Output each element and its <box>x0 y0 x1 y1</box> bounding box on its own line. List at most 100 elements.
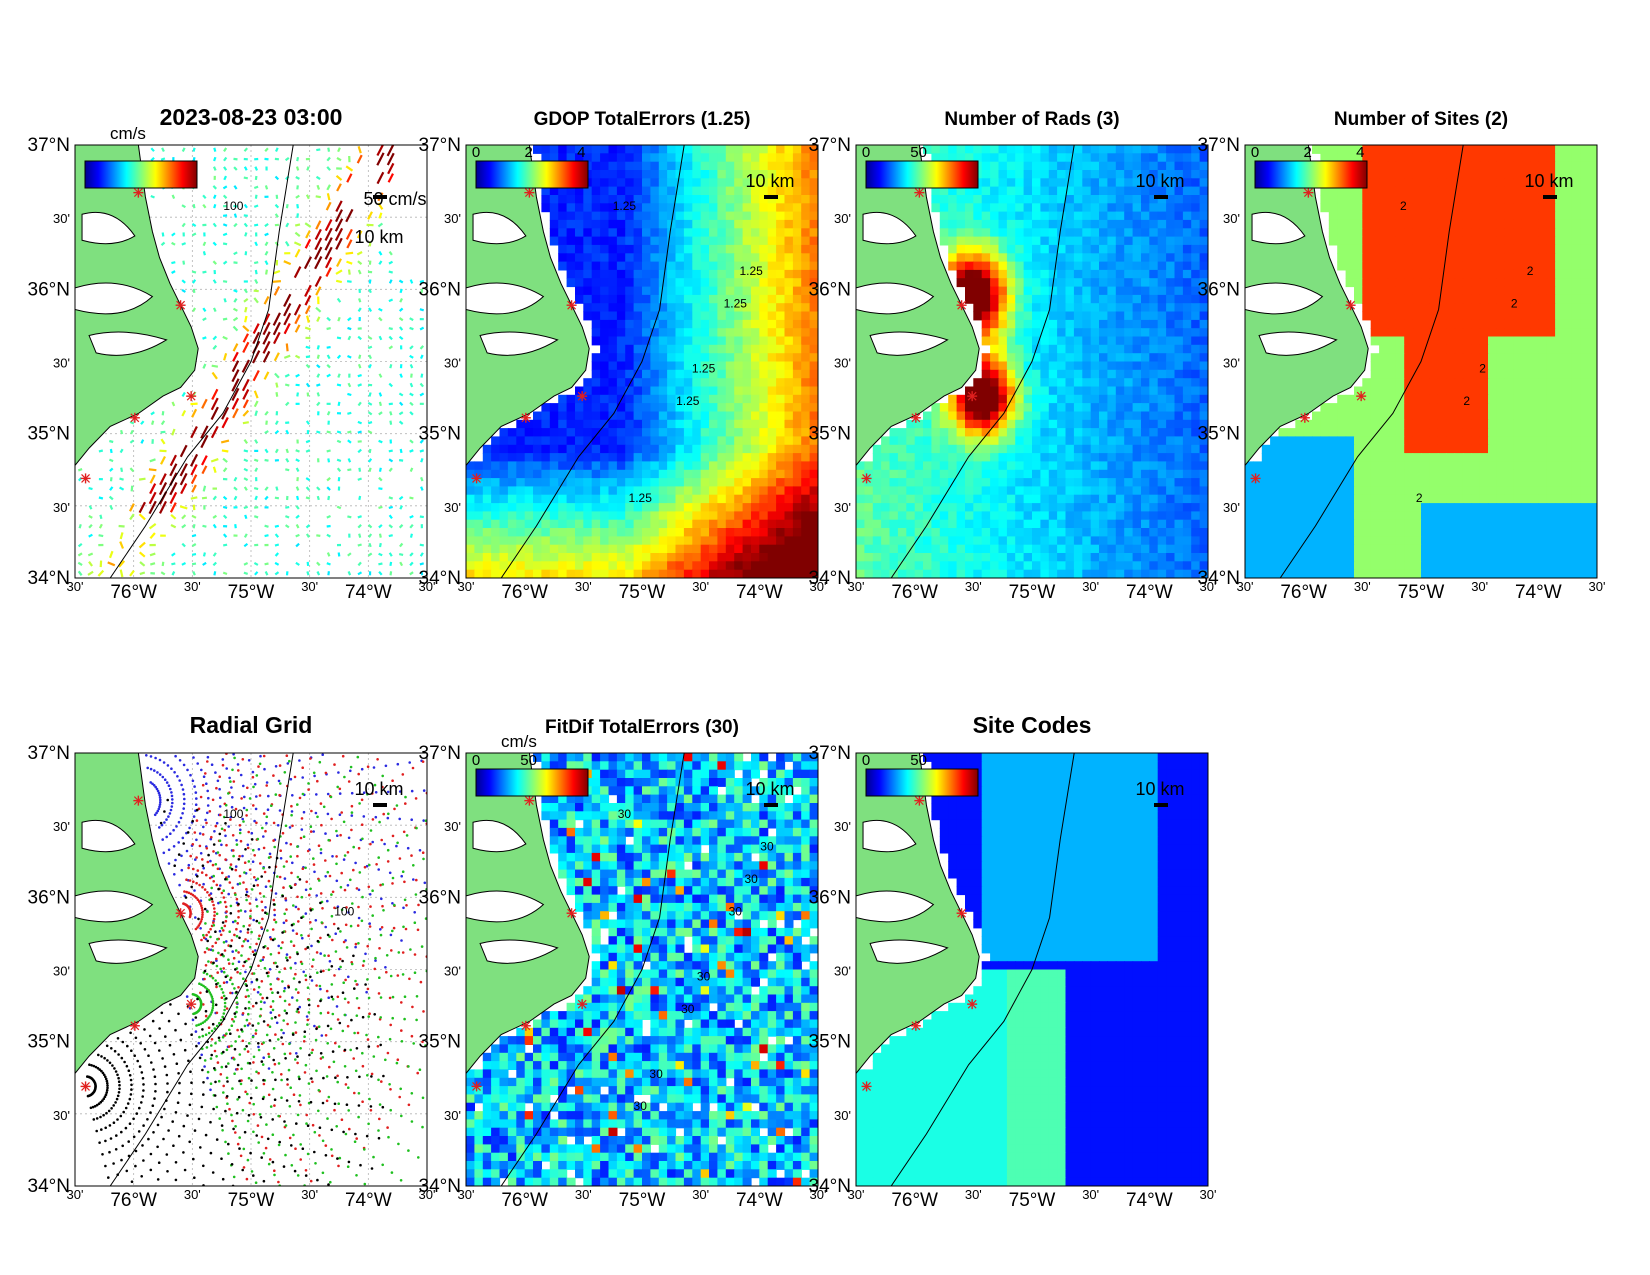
field-cell <box>591 394 601 404</box>
lon-tick-label: 30' <box>1200 579 1217 594</box>
field-cell <box>1099 386 1108 396</box>
field-cell <box>734 369 744 379</box>
field-cell <box>683 303 693 313</box>
field-cell <box>1404 170 1414 179</box>
field-cell <box>1362 253 1372 263</box>
field-cell <box>1006 411 1016 421</box>
current-vector <box>241 359 250 373</box>
field-cell <box>889 544 899 554</box>
field-cell <box>1182 503 1192 512</box>
field-cell <box>633 536 643 546</box>
field-cell <box>981 286 991 296</box>
field-cell <box>1032 411 1041 421</box>
field-cell <box>1032 253 1041 263</box>
field-cell <box>633 444 643 454</box>
field-cell <box>1404 153 1414 163</box>
field-cell <box>625 178 635 188</box>
field-cell <box>1023 211 1033 221</box>
field-cell <box>1471 145 1481 154</box>
field-cell <box>981 486 991 496</box>
field-cell <box>1090 294 1100 304</box>
field-cell <box>751 469 760 479</box>
field-cell <box>1571 186 1581 196</box>
field-cell <box>1132 478 1142 487</box>
field-cell <box>1023 186 1033 196</box>
field-cell <box>1124 436 1134 446</box>
field-cell <box>1073 186 1083 196</box>
field-cell <box>801 228 811 238</box>
field-cell <box>931 145 941 154</box>
current-vector <box>191 534 197 538</box>
field-cell <box>1174 378 1184 388</box>
field-cell <box>1073 453 1083 462</box>
field-cell <box>981 386 991 396</box>
field-cell <box>491 569 501 578</box>
field-cell <box>683 519 693 529</box>
field-cell <box>742 261 752 271</box>
field-cell <box>608 411 618 421</box>
field-cell <box>990 211 1000 221</box>
field-cell <box>973 478 983 487</box>
field-cell <box>990 353 1000 363</box>
field-cell <box>759 444 769 454</box>
field-cell <box>1057 178 1067 188</box>
field-cell <box>600 344 610 354</box>
field-cell <box>1471 261 1481 271</box>
field-cell <box>1462 170 1472 179</box>
field-cell <box>466 494 475 504</box>
field-cell <box>625 369 635 379</box>
current-vector <box>252 323 260 334</box>
field-cell <box>700 503 710 512</box>
field-cell <box>1141 511 1150 521</box>
field-cell <box>1462 161 1472 171</box>
field-cell <box>1191 344 1201 354</box>
current-vector <box>201 398 208 409</box>
field-cell <box>948 211 958 221</box>
field-cell <box>482 494 492 504</box>
field-cell <box>625 561 635 571</box>
current-vector <box>335 200 343 212</box>
field-cell <box>981 511 991 521</box>
field-cell <box>1057 228 1067 238</box>
field-cell <box>667 453 677 462</box>
field-cell <box>1182 394 1192 404</box>
field-cell <box>1429 153 1439 163</box>
field-cell <box>856 478 865 487</box>
field-cell <box>1174 278 1184 288</box>
field-cell <box>792 453 802 462</box>
field-cell <box>742 195 752 204</box>
current-vector <box>305 345 311 350</box>
field-cell <box>1157 211 1167 221</box>
field-cell <box>864 511 874 521</box>
field-cell <box>792 561 802 571</box>
field-cell <box>516 419 526 429</box>
field-cell <box>1166 211 1176 221</box>
current-vector <box>295 458 300 463</box>
field-cell <box>1166 319 1176 329</box>
field-cell <box>856 561 865 571</box>
field-cell <box>1107 236 1117 246</box>
field-cell <box>1023 536 1033 546</box>
lon-tick-label: 74°W <box>1126 582 1173 603</box>
field-cell <box>1015 444 1025 454</box>
field-cell <box>633 561 643 571</box>
field-cell <box>1099 328 1108 338</box>
field-cell <box>1571 145 1581 154</box>
field-cell <box>1149 261 1159 271</box>
current-vector <box>222 495 228 501</box>
field-cell <box>1538 195 1548 204</box>
current-vector <box>192 523 196 529</box>
field-cell <box>990 403 1000 412</box>
field-cell <box>1354 219 1363 229</box>
field-cell <box>998 428 1008 437</box>
field-cell <box>1082 236 1092 246</box>
field-cell <box>675 269 685 279</box>
field-cell <box>466 503 475 512</box>
field-cell <box>742 145 752 154</box>
field-cell <box>633 419 643 429</box>
field-cell <box>583 244 593 254</box>
field-cell <box>1199 494 1208 504</box>
current-vector <box>357 383 363 387</box>
field-cell <box>990 261 1000 271</box>
field-cell <box>734 478 744 487</box>
